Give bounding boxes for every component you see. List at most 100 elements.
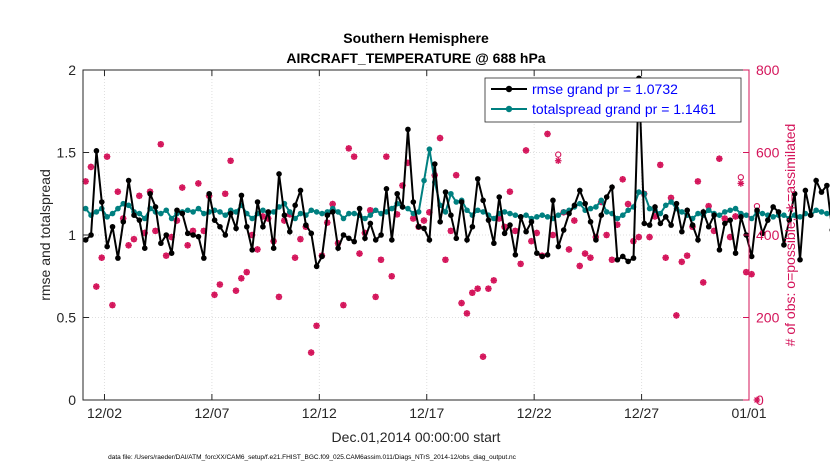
totalspread-point (260, 207, 266, 214)
obs-assimilated-marker (200, 227, 208, 235)
rmse-point (356, 205, 363, 212)
rmse-point (496, 194, 503, 200)
obs-assimilated-marker (742, 268, 750, 276)
obs-assimilated-marker (162, 252, 170, 259)
totalspread-point (346, 210, 352, 217)
rmse-point (276, 171, 282, 177)
totalspread-point (335, 209, 341, 215)
totalspread-point (195, 205, 202, 212)
data-series (82, 75, 830, 270)
rmse-point (480, 197, 486, 204)
obs-assimilated-marker (544, 130, 551, 138)
obs-assimilated-marker (264, 215, 272, 222)
rmse-point (437, 219, 443, 225)
totalspread-point (82, 205, 89, 212)
totalspread-point (163, 207, 170, 214)
rmse-point (147, 190, 153, 197)
obs-assimilated-marker (388, 272, 396, 280)
obs-assimilated-marker (125, 242, 132, 249)
rmse-point (722, 220, 728, 227)
obs-assimilated-marker (130, 235, 138, 243)
obs-assimilated-marker (366, 206, 374, 214)
totalspread-point (141, 215, 148, 222)
obs-assimilated-marker (409, 215, 417, 222)
totalspread-point (614, 215, 621, 222)
rmse-point (759, 230, 766, 237)
rmse-point (711, 212, 717, 218)
x-tick-label: 12/27 (624, 405, 659, 421)
obs-assimilated-marker (656, 161, 664, 169)
obs-assimilated-marker (678, 258, 686, 266)
legend-rmse-marker (505, 85, 513, 93)
obs-assimilated-marker (178, 184, 186, 191)
obs-assimilated-marker (587, 254, 594, 261)
obs-possible-marker (737, 174, 744, 181)
obs-assimilated-marker (281, 217, 288, 224)
totalspread-point (598, 197, 605, 204)
rmse-point (679, 228, 685, 235)
rmse-line (85, 78, 830, 270)
totalspread-point (818, 209, 825, 215)
totalspread-point (217, 209, 223, 215)
x-tick-label: 12/12 (302, 405, 337, 421)
totalspread-point (534, 214, 540, 220)
obs-assimilated-marker (254, 246, 261, 253)
obs-assimilated-marker (468, 289, 476, 297)
obs-assimilated-marker (705, 202, 712, 210)
totalspread-point (781, 212, 787, 218)
rmse-point (474, 176, 481, 182)
totalspread-point (748, 215, 755, 222)
y-axis-label: rmse and totalspread (37, 169, 53, 301)
rmse-point (781, 242, 787, 248)
totalspread-point (555, 212, 562, 218)
chart-subtitle: AIRCRAFT_TEMPERATURE @ 688 hPa (286, 50, 545, 66)
rmse-point (206, 190, 213, 197)
rmse-point (136, 217, 143, 223)
x-tick-label: 12/07 (194, 405, 229, 421)
totalspread-point (389, 205, 395, 212)
rmse-point (791, 190, 798, 197)
obs-assimilated-marker (614, 221, 621, 228)
rmse-point (104, 243, 110, 250)
totalspread-point (668, 199, 674, 205)
totalspread-point (474, 207, 481, 214)
obs-assimilated-marker (721, 215, 729, 222)
rmse-point (695, 237, 701, 243)
rmse-point (125, 177, 132, 184)
obs-assimilated-marker (662, 254, 669, 261)
rmse-point (399, 204, 406, 210)
rmse-point (362, 235, 368, 242)
obs-assimilated-marker (673, 312, 680, 319)
totalspread-point (695, 210, 701, 217)
rmse-point (593, 237, 599, 243)
totalspread-point (507, 210, 513, 217)
totalspread-point (732, 205, 739, 212)
rmse-point (775, 209, 782, 215)
rmse-point (641, 220, 648, 227)
obs-assimilated-marker (275, 293, 283, 301)
obs-assimilated-marker (571, 217, 578, 224)
obs-assimilated-marker (699, 279, 707, 286)
rmse-point (652, 204, 658, 210)
rmse-point (512, 252, 519, 258)
rmse-point (109, 223, 116, 230)
obs-assimilated-marker (581, 250, 589, 257)
totalspread-point (415, 209, 422, 215)
obs-assimilated-marker (420, 217, 428, 224)
rmse-point (313, 263, 320, 270)
obs-assimilated-marker (404, 159, 412, 167)
rmse-point (217, 223, 223, 230)
rmse-point (517, 214, 524, 220)
obs-assimilated-marker (710, 227, 718, 235)
rmse-point (244, 223, 250, 230)
rmse-point (577, 187, 583, 194)
obs-assimilated-marker (393, 211, 401, 218)
rmse-point (813, 177, 819, 184)
totalspread-point (722, 209, 728, 215)
obs-assimilated-marker (624, 200, 632, 208)
totalspread-point (168, 215, 175, 222)
rmse-point (265, 209, 272, 215)
rmse-point (238, 192, 245, 199)
x-tick-label: 12/22 (517, 405, 552, 421)
